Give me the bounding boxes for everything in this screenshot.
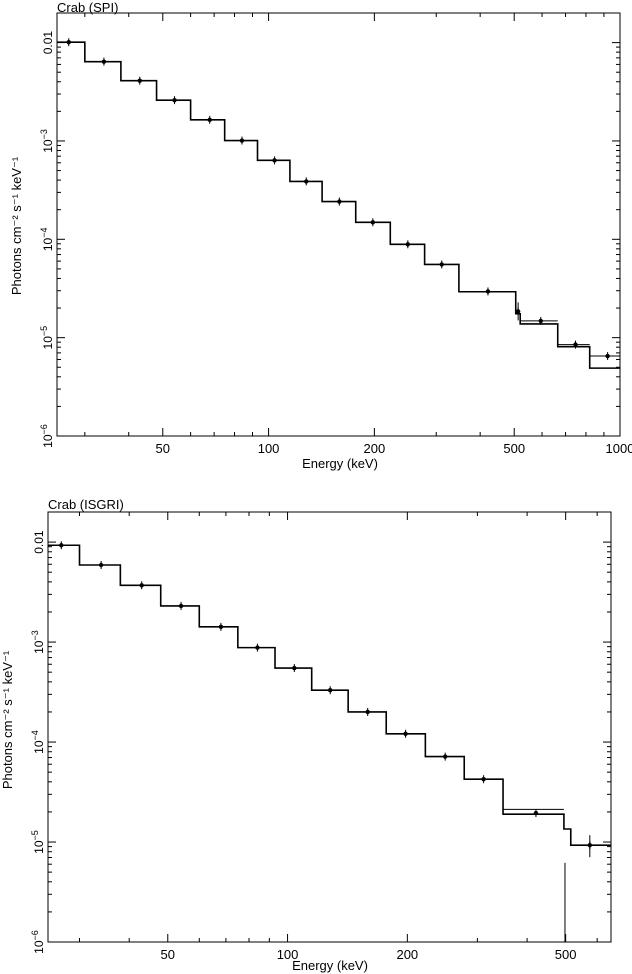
isgri-data-point bbox=[533, 810, 539, 816]
isgri-y-tick-label: 10−5 bbox=[30, 830, 46, 854]
isgri-y-tick-label: 10−6 bbox=[30, 930, 46, 954]
spi-plot-frame bbox=[56, 12, 621, 437]
isgri-x-axis-label: Energy (keV) bbox=[292, 958, 368, 973]
spi-y-axis-label: Photons cm⁻² s⁻¹ keV⁻¹ bbox=[9, 156, 24, 295]
isgri-data-point bbox=[403, 731, 408, 736]
isgri-model-step-line bbox=[48, 544, 611, 846]
spi-data-point bbox=[605, 353, 610, 359]
isgri-y-tick-label: 10−3 bbox=[30, 630, 46, 654]
spi-x-axis-label: Energy (keV) bbox=[302, 456, 378, 471]
spi-data-point bbox=[304, 179, 309, 184]
spi-data-point bbox=[538, 318, 543, 324]
spi-chart-title: Crab (SPI) bbox=[57, 0, 118, 15]
spi-plot-area: 50 100 200 500 1000 0.01 10−3 10−4 10−5 10−6 bbox=[39, 12, 632, 456]
isgri-data-point bbox=[292, 665, 297, 671]
isgri-y-tick-label: 0.01 bbox=[32, 530, 46, 554]
spi-y-tick-label: 10−4 bbox=[39, 227, 55, 251]
isgri-data-point bbox=[59, 543, 64, 548]
isgri-y-axis-label: Photons cm⁻² s⁻¹ keV⁻¹ bbox=[0, 650, 15, 789]
isgri-x-tick-label: 50 bbox=[161, 947, 175, 962]
spi-data-point bbox=[66, 39, 71, 45]
isgri-data-point bbox=[481, 777, 486, 782]
spi-data-point bbox=[439, 262, 444, 267]
spi-data-point bbox=[137, 78, 142, 83]
spi-chart: Crab (SPI) 50 100 200 500 1000 0.01 10−3 10−4 10… bbox=[9, 0, 632, 471]
isgri-plot-area: 50 100 200 500 0.01 10−3 10−4 10−5 10−6 bbox=[30, 511, 612, 962]
isgri-data-point bbox=[255, 645, 260, 650]
isgri-data-point bbox=[442, 754, 448, 759]
spi-data-point bbox=[207, 117, 212, 123]
spi-x-tick-label: 200 bbox=[364, 441, 386, 456]
isgri-x-tick-label: 100 bbox=[277, 947, 299, 962]
spi-x-tick-label: 1000 bbox=[606, 441, 632, 456]
spi-data-point bbox=[272, 158, 277, 163]
isgri-data-point bbox=[365, 709, 370, 715]
isgri-data-point bbox=[178, 603, 184, 609]
spi-data-point bbox=[337, 199, 342, 204]
spi-y-tick-label: 10−5 bbox=[39, 326, 55, 350]
spi-data-point bbox=[101, 59, 107, 64]
isgri-data-point bbox=[328, 688, 333, 693]
isgri-data-point bbox=[218, 624, 224, 630]
isgri-y-tick-label: 10−4 bbox=[30, 730, 46, 754]
spi-y-tick-label: 10−6 bbox=[39, 424, 55, 448]
spi-data-point bbox=[172, 97, 177, 103]
isgri-data-point bbox=[139, 583, 144, 588]
spi-x-tick-label: 100 bbox=[258, 441, 280, 456]
spi-y-tick-label: 10−3 bbox=[39, 129, 55, 153]
spi-y-tick-label: 0.01 bbox=[41, 31, 55, 55]
spi-x-tick-label: 50 bbox=[156, 441, 170, 456]
spi-model-step-line bbox=[57, 41, 620, 369]
isgri-plot-frame bbox=[47, 511, 612, 943]
isgri-data-point bbox=[98, 562, 104, 568]
isgri-x-tick-label: 500 bbox=[555, 947, 577, 962]
spi-x-tick-label: 500 bbox=[503, 441, 525, 456]
spi-data-point bbox=[239, 138, 245, 143]
spi-data-point bbox=[485, 289, 491, 294]
isgri-chart: Crab (ISGRI) 50 100 200 500 0.01 10−3 10−4 10−5… bbox=[0, 497, 612, 973]
isgri-chart-title: Crab (ISGRI) bbox=[48, 497, 124, 512]
spi-data-point bbox=[573, 342, 578, 347]
isgri-x-tick-label: 200 bbox=[396, 947, 418, 962]
spi-data-point bbox=[370, 220, 376, 225]
spi-data-point bbox=[405, 242, 411, 247]
